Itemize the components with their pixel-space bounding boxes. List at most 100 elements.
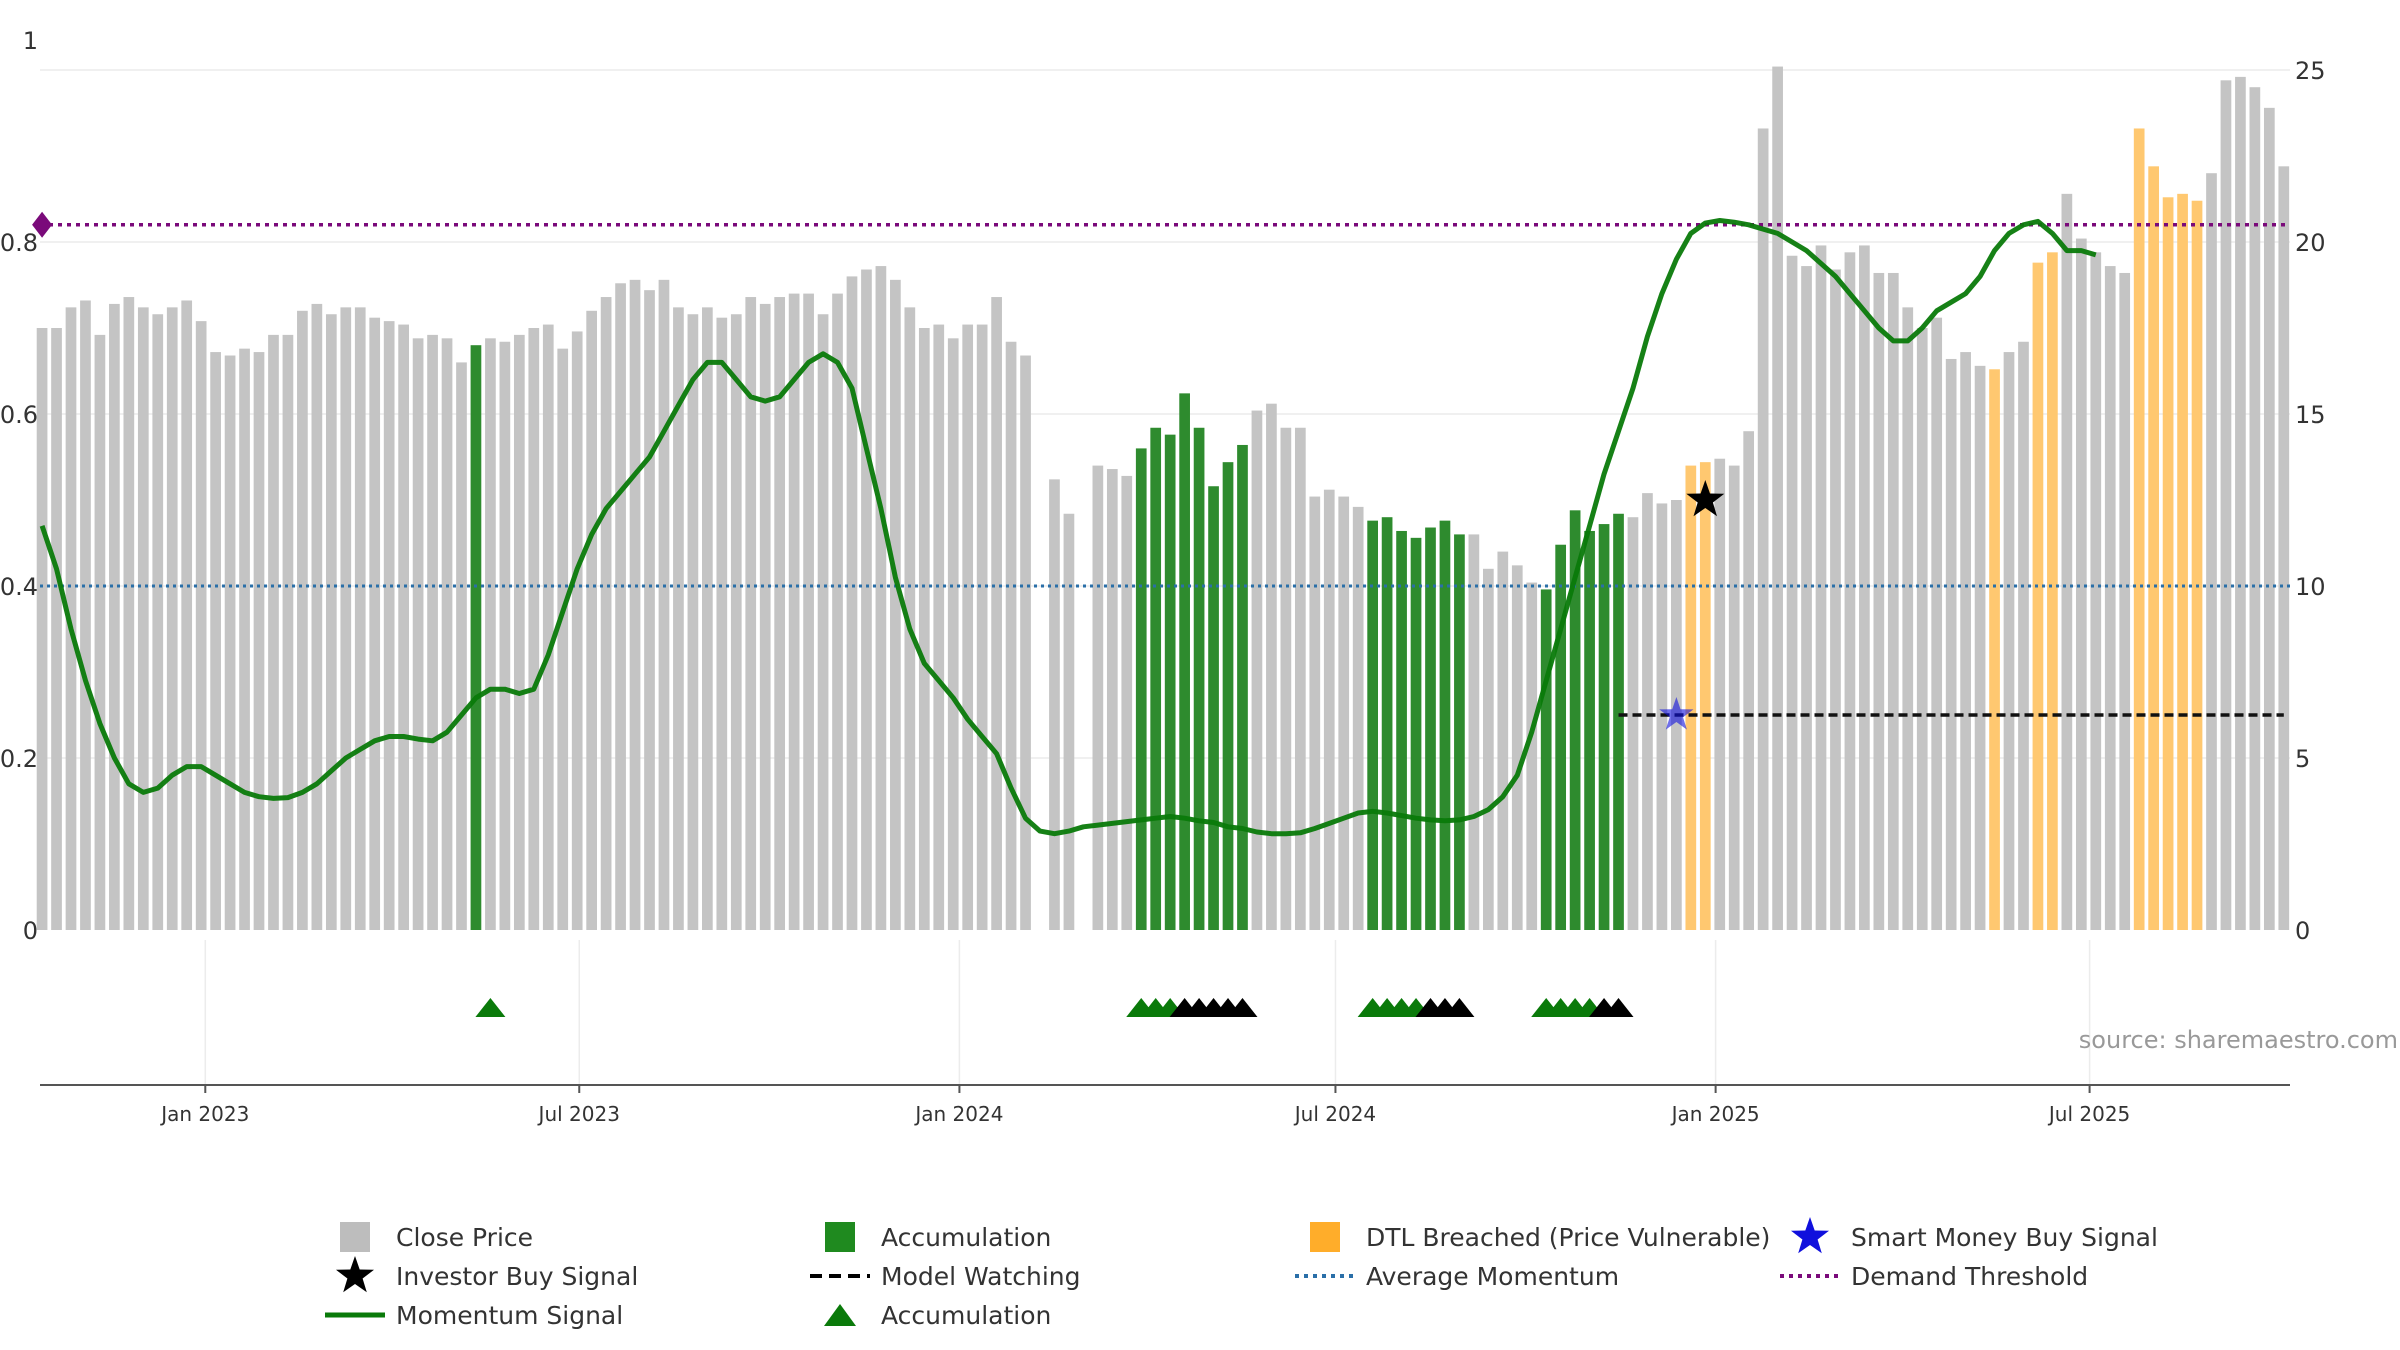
legend-star-icon xyxy=(336,1256,374,1293)
close-price-bar xyxy=(629,279,641,931)
legend-square-icon xyxy=(825,1222,855,1252)
close-price-bar xyxy=(1873,272,1885,931)
legend-label: Momentum Signal xyxy=(396,1301,623,1330)
close-price-bar xyxy=(427,334,438,930)
close-price-bar xyxy=(1960,352,1971,931)
right-tick-label: 20 xyxy=(2295,229,2326,257)
close-price-bars xyxy=(36,66,2290,931)
close-price-bar xyxy=(1945,358,1957,931)
close-price-bar xyxy=(658,279,670,931)
legend: Close Price Accumulation DTL Breached (Pri… xyxy=(325,1217,2158,1330)
legend-item: Model Watching xyxy=(810,1262,1081,1291)
watching-triangle xyxy=(1444,998,1475,1017)
accumulation-bar xyxy=(1613,513,1624,930)
left-tick-label: 0.2 xyxy=(0,745,38,773)
close-price-bar xyxy=(383,321,395,930)
close-price-bar xyxy=(123,297,135,930)
close-price-bar xyxy=(1323,489,1335,930)
close-price-bar xyxy=(745,297,757,930)
legend-star-icon xyxy=(1791,1217,1829,1254)
right-tick-label: 25 xyxy=(2295,57,2326,85)
accumulation-bar xyxy=(1150,427,1162,930)
legend-item: Average Momentum xyxy=(1295,1262,1619,1291)
close-price-bar xyxy=(137,307,149,930)
close-price-bar xyxy=(947,338,959,930)
accumulation-bar xyxy=(1367,520,1378,930)
accumulation-bar xyxy=(1179,393,1190,930)
accumulation-bar xyxy=(1222,462,1234,930)
close-price-bar xyxy=(1714,458,1726,930)
close-price-bar xyxy=(412,338,424,930)
close-price-bar xyxy=(918,328,930,930)
close-price-bar xyxy=(1309,496,1321,930)
investor-buy-signal-star xyxy=(1686,480,1725,517)
close-price-bar xyxy=(1020,355,1031,930)
close-price-bar xyxy=(369,317,381,930)
close-price-bar xyxy=(1005,341,1017,930)
close-price-bar xyxy=(600,297,612,930)
close-price-bar xyxy=(1772,66,1783,930)
legend-label: DTL Breached (Price Vulnerable) xyxy=(1366,1223,1770,1252)
legend-label: Model Watching xyxy=(881,1262,1081,1291)
close-price-bar xyxy=(2075,238,2087,930)
x-tick-label: Jul 2025 xyxy=(2047,1102,2130,1126)
legend-item: DTL Breached (Price Vulnerable) xyxy=(1310,1222,1770,1252)
close-price-bar xyxy=(1801,266,1812,931)
dtl-breached-bar xyxy=(2191,200,2203,931)
accumulation-bar xyxy=(1598,524,1610,930)
close-price-bar xyxy=(716,317,728,930)
close-price-bar xyxy=(109,303,120,930)
close-price-bar xyxy=(1786,255,1798,930)
legend-item: Smart Money Buy Signal xyxy=(1791,1217,2158,1254)
close-price-bar xyxy=(687,314,699,930)
close-price-bar xyxy=(1063,513,1075,930)
close-price-bar xyxy=(456,362,467,930)
legend-square-icon xyxy=(340,1222,370,1252)
close-price-bar xyxy=(80,300,91,931)
smart-money-buy-signal-star xyxy=(1659,697,1694,730)
close-price-bar xyxy=(195,321,207,930)
left-tick-label: 0.8 xyxy=(0,229,38,257)
legend-item: Investor Buy Signal xyxy=(336,1256,638,1293)
right-tick-label: 5 xyxy=(2295,745,2310,773)
close-price-bar xyxy=(2119,272,2131,931)
close-price-bar xyxy=(499,341,511,930)
accumulation-bar xyxy=(1396,530,1407,930)
right-tick-label: 15 xyxy=(2295,401,2326,429)
close-price-bar xyxy=(51,328,62,930)
accumulation-bar xyxy=(1208,486,1219,930)
accumulation-triangle xyxy=(475,998,506,1017)
dtl-breached-bar xyxy=(1989,369,2000,930)
accumulation-bar xyxy=(1439,520,1451,930)
close-price-bar xyxy=(1497,551,1509,930)
accumulation-bar xyxy=(1584,530,1595,930)
close-price-bar xyxy=(36,328,48,930)
close-price-bar xyxy=(991,297,1002,930)
dtl-breached-bar xyxy=(2047,252,2058,930)
close-price-bar xyxy=(644,290,655,930)
dtl-breached-bar xyxy=(2032,262,2044,930)
close-price-bar xyxy=(340,307,352,930)
close-price-bar xyxy=(2263,107,2275,931)
close-price-bar xyxy=(210,352,221,931)
close-price-bar xyxy=(311,303,323,930)
accumulation-bar xyxy=(1164,434,1176,930)
close-price-bar xyxy=(2235,76,2246,930)
close-price-bar xyxy=(2249,87,2261,930)
close-price-bar xyxy=(239,348,250,930)
momentum-signal-line xyxy=(39,218,2097,837)
x-tick-label: Jan 2025 xyxy=(1670,1102,1760,1126)
left-tick-label: 0.4 xyxy=(0,573,38,601)
close-price-bar xyxy=(325,314,337,930)
watching-triangle xyxy=(1603,998,1634,1017)
close-price-bar xyxy=(875,266,887,931)
close-price-bar xyxy=(282,334,294,930)
close-price-bar xyxy=(2220,80,2232,930)
close-price-bar xyxy=(354,307,366,930)
close-price-bar xyxy=(297,310,308,930)
close-price-bar xyxy=(730,314,742,930)
momentum-signal-line xyxy=(39,218,2097,837)
close-price-bar xyxy=(1642,493,1653,930)
